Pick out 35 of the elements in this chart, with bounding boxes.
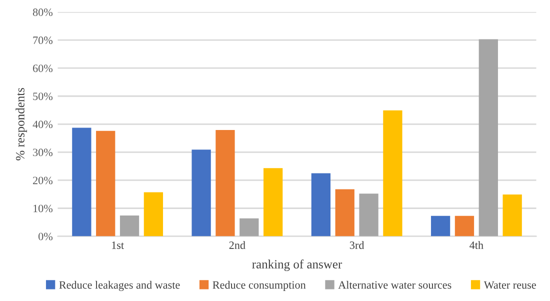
bar (311, 173, 330, 236)
x-tick-label: 1st (112, 242, 124, 249)
y-tick-label: 0% (38, 232, 53, 240)
bar (144, 192, 164, 236)
x-tick-label: 2nd (229, 241, 246, 249)
bar (96, 130, 116, 236)
y-axis-title: % respondents (16, 88, 27, 160)
bar (383, 110, 402, 236)
y-tick-label: 40% (32, 120, 53, 128)
bar (72, 128, 92, 236)
x-axis-title: ranking of answer (252, 260, 342, 272)
y-tick-label: 80% (32, 8, 53, 16)
y-tick-label: 10% (34, 204, 53, 212)
bar (478, 39, 498, 236)
bar (240, 218, 259, 236)
legend-label: Water reuse (484, 281, 536, 289)
x-tick-label: 3rd (350, 241, 364, 249)
y-tick-label: 70% (33, 36, 53, 44)
bar (216, 130, 235, 236)
legend-label: Reduce consumption (212, 280, 306, 291)
bar (264, 168, 283, 236)
y-tick-label: 50% (33, 92, 53, 100)
bar (430, 216, 450, 236)
bar (335, 189, 354, 236)
y-tick-label: 60% (33, 64, 53, 72)
bar (192, 150, 211, 236)
legend-label: Alternative water sources (338, 280, 452, 289)
bar (454, 216, 474, 236)
bar (502, 194, 522, 236)
x-tick-label: 4th (470, 241, 484, 249)
y-tick-label: 30% (33, 148, 53, 156)
y-tick-label: 20% (33, 176, 53, 184)
bar (120, 216, 140, 236)
bar (359, 194, 378, 236)
legend-label: Reduce leakages and waste (59, 280, 180, 291)
